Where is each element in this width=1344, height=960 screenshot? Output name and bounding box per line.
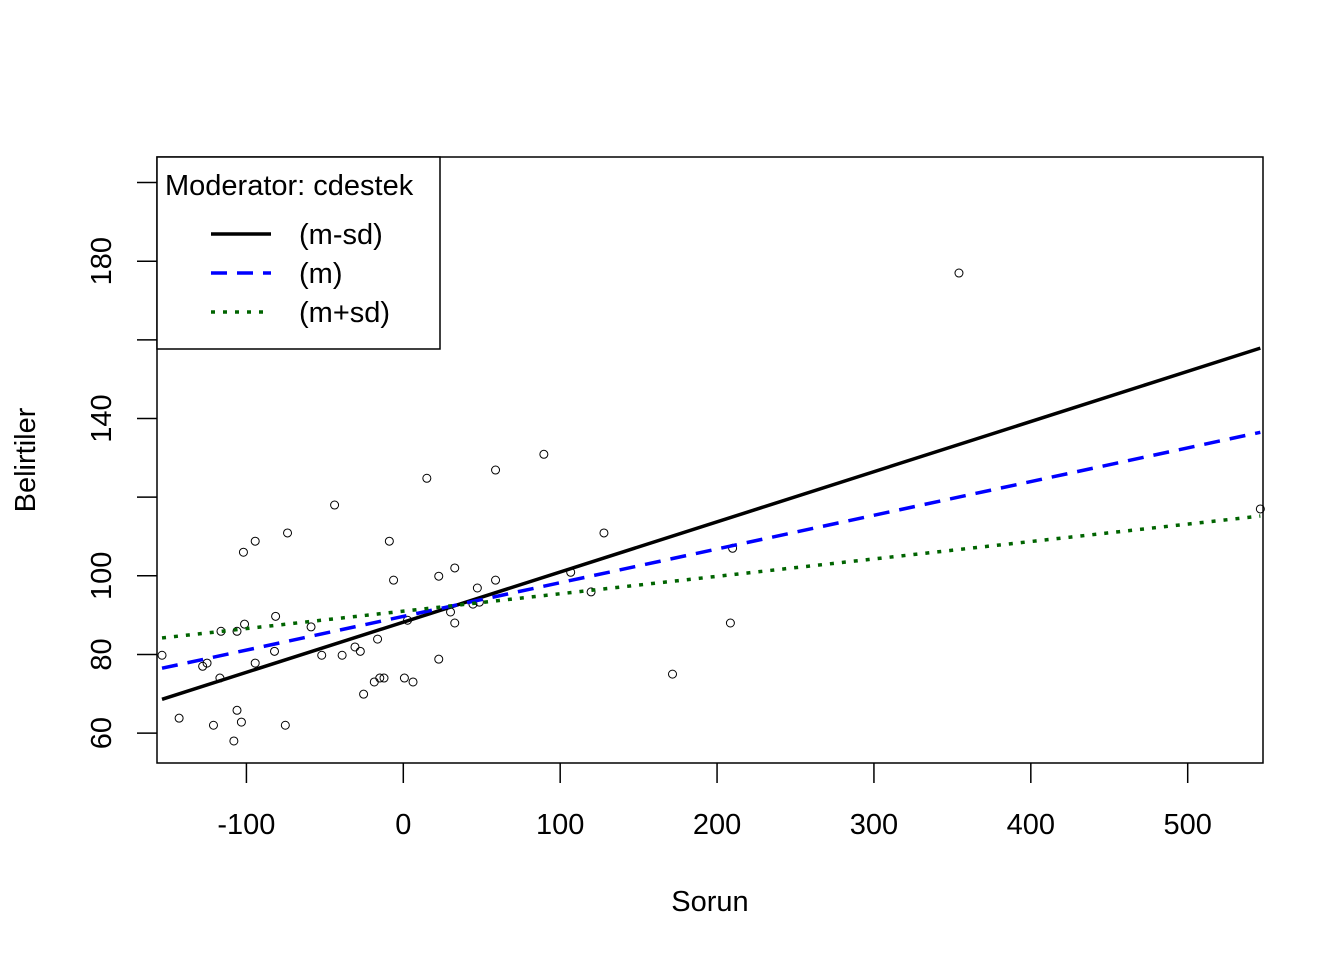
data-point — [450, 563, 460, 573]
data-point — [271, 611, 281, 621]
legend-item-label: (m-sd) — [299, 219, 383, 251]
data-point — [408, 677, 418, 687]
data-point — [472, 583, 482, 593]
data-point — [240, 619, 250, 629]
data-point — [1255, 504, 1265, 514]
data-point — [954, 268, 964, 278]
data-point — [232, 626, 242, 636]
data-point — [384, 536, 394, 546]
y-tick-label: 180 — [86, 237, 118, 285]
x-tick-label: 0 — [395, 809, 411, 841]
data-point — [491, 465, 501, 475]
regression-line — [161, 514, 1261, 640]
data-point — [725, 618, 735, 628]
x-tick-label: 300 — [850, 809, 898, 841]
data-point — [355, 646, 365, 656]
data-point — [375, 673, 385, 683]
data-point — [270, 646, 280, 656]
regression-line — [161, 430, 1261, 670]
y-axis: 60 80 100 140 180 — [86, 181, 157, 749]
data-point — [434, 654, 444, 664]
x-axis-label: Sorun — [671, 886, 748, 918]
data-point — [369, 677, 379, 687]
data-point — [434, 571, 444, 581]
data-point — [491, 575, 501, 585]
data-point — [350, 642, 360, 652]
data-point — [306, 622, 316, 632]
legend-item-label: (m+sd) — [299, 297, 390, 329]
x-tick-label: 500 — [1164, 809, 1212, 841]
data-point — [668, 669, 678, 679]
data-point — [157, 650, 167, 660]
x-tick-label: -100 — [217, 809, 275, 841]
data-point — [317, 650, 327, 660]
data-point — [389, 575, 399, 585]
data-point — [586, 587, 596, 597]
data-point — [373, 634, 383, 644]
data-point — [238, 547, 248, 557]
data-point — [399, 673, 409, 683]
x-axis: -100 0 100 200 300 400 500 — [217, 763, 1212, 841]
x-tick-label: 400 — [1007, 809, 1055, 841]
data-point — [202, 658, 212, 668]
x-tick-label: 100 — [536, 809, 584, 841]
legend-item-label: (m) — [299, 258, 342, 290]
data-point — [539, 449, 549, 459]
data-point — [280, 720, 290, 730]
y-axis-label: Belirtiler — [10, 407, 42, 512]
data-point — [379, 673, 389, 683]
y-tick-label: 140 — [86, 394, 118, 442]
data-point — [337, 650, 347, 660]
y-tick-label: 100 — [86, 552, 118, 600]
data-point — [359, 689, 369, 699]
data-point — [229, 736, 239, 746]
plot-frame — [156, 156, 1264, 764]
data-point — [422, 473, 432, 483]
regression-line — [161, 346, 1261, 701]
data-point — [208, 720, 218, 730]
data-point — [250, 658, 260, 668]
legend: Moderator: cdestek (m-sd) (m) (m+sd) — [156, 156, 441, 350]
data-point — [599, 528, 609, 538]
y-tick-label: 80 — [86, 638, 118, 670]
data-point — [236, 717, 246, 727]
x-tick-label: 200 — [693, 809, 741, 841]
data-point — [232, 705, 242, 715]
data-point — [450, 618, 460, 628]
data-point — [283, 528, 293, 538]
data-point — [174, 713, 184, 723]
data-point — [330, 500, 340, 510]
regression-lines — [161, 346, 1261, 701]
data-point — [250, 536, 260, 546]
y-tick-label: 60 — [86, 717, 118, 749]
legend-box — [156, 156, 441, 350]
legend-title: Moderator: cdestek — [165, 170, 414, 202]
